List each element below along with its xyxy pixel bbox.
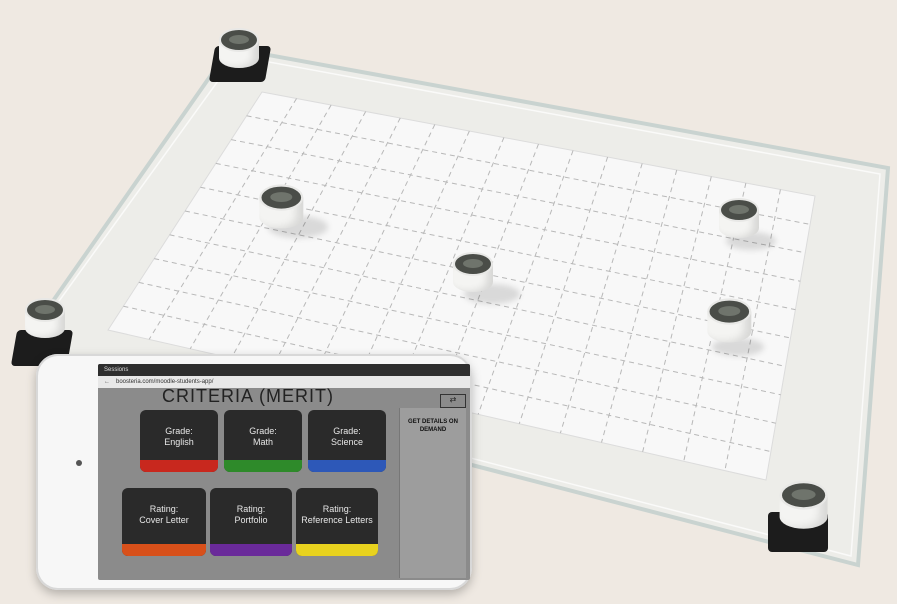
tile-color-bar: [210, 544, 292, 556]
tablet: Sessions ← boosteria.com/moodle-students…: [36, 354, 472, 590]
tile-grade-science[interactable]: Grade: Science: [308, 410, 386, 472]
robot-corner-left: [22, 294, 68, 340]
expand-icon[interactable]: ⇄: [440, 394, 466, 408]
grid-line: [123, 305, 772, 453]
grid-line: [189, 104, 332, 350]
grid-line: [246, 115, 811, 225]
robot-grid-3: [716, 194, 762, 240]
grid-line: [601, 169, 678, 443]
browser-tab[interactable]: Sessions: [98, 364, 470, 376]
tablet-screen: Sessions ← boosteria.com/moodle-students…: [98, 364, 470, 580]
tile-grade-english[interactable]: Grade: English: [140, 410, 218, 472]
robot-corner-top-left: [216, 24, 262, 70]
tile-color-bar: [140, 460, 218, 472]
robot-grid-1: [256, 180, 313, 237]
tile-rating-cover-letter[interactable]: Rating: Cover Letter: [122, 488, 206, 556]
grid-line: [230, 111, 367, 359]
grid-line: [724, 189, 781, 471]
grid-line: [518, 156, 609, 424]
tile-color-bar: [122, 544, 206, 556]
url-text: boosteria.com/moodle-students-app/: [116, 379, 214, 385]
grid-line: [148, 98, 297, 340]
url-bar[interactable]: ← boosteria.com/moodle-students-app/: [98, 376, 470, 388]
tile-color-bar: [224, 460, 302, 472]
tile-color-bar: [308, 460, 386, 472]
grid-line: [215, 162, 801, 282]
grid-line: [272, 117, 401, 368]
camera-icon: [76, 460, 82, 466]
grid-line: [169, 234, 786, 367]
grid-line: [154, 258, 781, 396]
tile-rating-portfolio[interactable]: Rating: Portfolio: [210, 488, 292, 556]
tile-rating-reference-letters[interactable]: Rating: Reference Letters: [296, 488, 378, 556]
grid-line: [436, 143, 539, 406]
back-icon[interactable]: ←: [104, 379, 110, 385]
details-panel: GET DETAILS ON DEMAND: [399, 408, 466, 578]
grid-line: [354, 130, 470, 387]
page-title: CRITERIA (MERIT): [162, 386, 334, 406]
grid-line: [231, 139, 806, 254]
robot-grid-2: [450, 248, 496, 294]
grid-line: [642, 176, 712, 452]
tile-grade-math[interactable]: Grade: Math: [224, 410, 302, 472]
grid-line: [138, 281, 776, 424]
robot-corner-bottom-right: [776, 476, 843, 543]
details-label: GET DETAILS ON DEMAND: [408, 419, 458, 433]
grid-line: [477, 150, 574, 415]
robot-grid-4: [704, 294, 755, 345]
tile-color-bar: [296, 544, 378, 556]
grid-line: [559, 163, 643, 434]
